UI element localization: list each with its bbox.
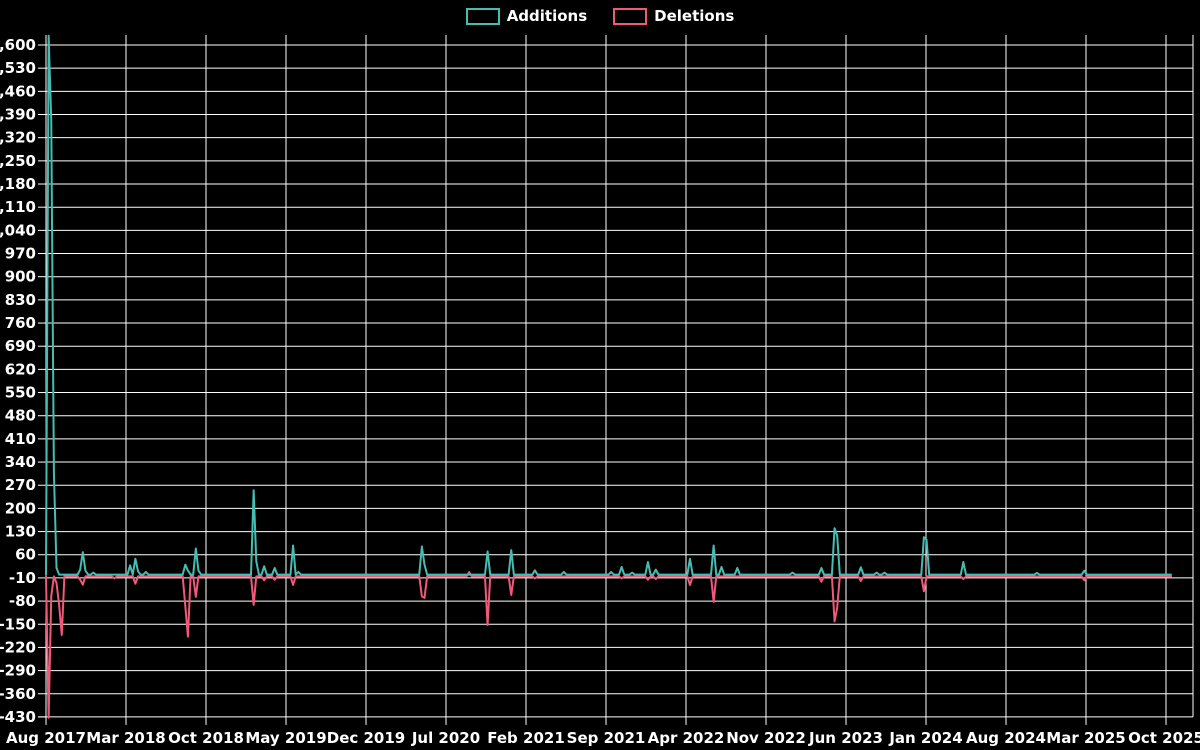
y-tick-label: -290 [0,662,36,680]
grid-lines [38,35,1194,725]
legend-label-additions: Additions [506,7,588,25]
x-tick-label: Mar 2025 [1046,729,1125,747]
y-tick-label: 410 [5,430,36,448]
y-tick-label: 270 [5,476,36,494]
y-tick-label: 1,390 [0,106,36,124]
x-tick-label: Mar 2018 [86,729,165,747]
legend-item-deletions[interactable]: Deletions [613,7,734,25]
y-tick-label: 1,040 [0,221,36,239]
x-tick-label: Sep 2021 [567,729,646,747]
y-tick-label: 1,320 [0,129,36,147]
y-tick-label: 130 [5,523,36,541]
x-tick-label: Apr 2022 [648,729,725,747]
x-tick-label: Feb 2021 [487,729,565,747]
legend-label-deletions: Deletions [654,7,735,25]
x-tick-label: Dec 2019 [327,729,406,747]
y-tick-label: 1,250 [0,152,36,170]
y-tick-label: 620 [5,360,36,378]
x-axis-labels: Aug 2017 Mar 2018 Oct 2018 May 2019 Dec 2019… [6,729,1200,747]
y-tick-label: 1,530 [0,59,36,77]
y-axis-labels: 1,600 1,530 1,460 1,390 1,320 1,250 1,180 1,110… [0,36,36,726]
x-tick-label: Oct 2025 [1128,729,1200,747]
y-tick-label: 760 [5,314,36,332]
y-tick-label: -10 [9,569,36,587]
additions-line [45,34,1172,576]
y-tick-label: 900 [5,268,36,286]
y-tick-label: 480 [5,407,36,425]
deletions-swatch-icon [613,7,648,25]
y-tick-label: 970 [5,245,36,263]
y-tick-label: 1,600 [0,36,36,54]
x-tick-label: May 2019 [245,729,326,747]
y-tick-label: 200 [5,499,36,517]
y-tick-label: -430 [0,708,36,726]
y-tick-label: 1,460 [0,82,36,100]
y-tick-label: 1,110 [0,198,36,216]
y-tick-label: -150 [0,615,36,633]
x-tick-label: Aug 2017 [6,729,86,747]
y-tick-label: 60 [15,546,36,564]
y-tick-label: 830 [5,291,36,309]
y-tick-label: -220 [0,638,36,656]
x-tick-label: Jun 2023 [808,729,883,747]
x-tick-label: Aug 2024 [966,729,1046,747]
additions-swatch-icon [465,7,500,25]
y-tick-label: -360 [0,685,36,703]
chart-legend: Additions Deletions [0,7,1200,25]
y-tick-label: 1,180 [0,175,36,193]
y-tick-label: -80 [9,592,36,610]
x-tick-label: Jul 2020 [411,729,480,747]
y-tick-label: 690 [5,337,36,355]
legend-item-additions[interactable]: Additions [465,7,588,25]
x-tick-label: Nov 2022 [726,729,806,747]
y-tick-label: 550 [5,384,36,402]
x-tick-label: Jan 2024 [888,729,962,747]
y-tick-label: 340 [5,453,36,471]
deletions-line [45,571,1172,719]
x-tick-label: Oct 2018 [168,729,244,747]
